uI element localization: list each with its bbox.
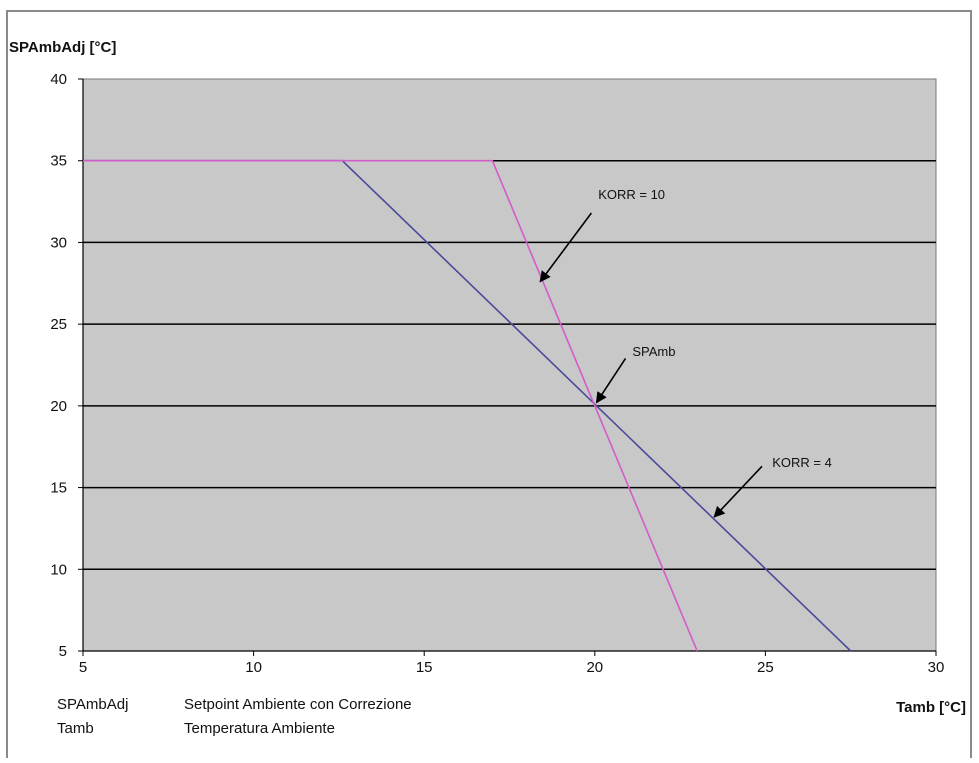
- chart-frame: [6, 10, 972, 758]
- annotation-arrow-0: [539, 212, 593, 283]
- annotation-label-2: KORR = 4: [772, 455, 832, 470]
- plot-area: [82, 78, 937, 652]
- y-tick-label-30: 30: [50, 234, 67, 251]
- annotation-arrow-1: [595, 358, 627, 404]
- series-line-korr-10: [83, 159, 698, 652]
- series-group: [83, 159, 852, 652]
- y-tick-label-5: 5: [59, 643, 67, 660]
- annotation-arrow-2: [713, 465, 763, 518]
- annotation-label-0: KORR = 10: [598, 187, 665, 202]
- legend-desc-1: Temperatura Ambiente: [184, 720, 335, 737]
- y-tick-label-20: 20: [50, 398, 67, 415]
- legend: SPAmbAdj Setpoint Ambiente con Correzion…: [57, 696, 412, 737]
- legend-abbr-0: SPAmbAdj: [57, 696, 128, 713]
- x-tick-label-10: 10: [245, 659, 262, 676]
- y-tick-label-15: 15: [50, 480, 67, 497]
- y-tick-label-35: 35: [50, 153, 67, 170]
- y-tick-label-10: 10: [50, 561, 67, 578]
- x-axis-label: Tamb [°C]: [896, 699, 966, 716]
- tick-labels: 5 10 15 20 25 30 35 40 5 10 15 20 25 30: [50, 71, 944, 676]
- y-tick-label-25: 25: [50, 316, 67, 333]
- x-tick-label-20: 20: [586, 659, 603, 676]
- x-tick-label-5: 5: [79, 659, 87, 676]
- y-tick-label-40: 40: [50, 71, 67, 88]
- annotation-label-1: SPAmb: [632, 344, 675, 359]
- legend-abbr-1: Tamb: [57, 720, 94, 737]
- legend-desc-0: Setpoint Ambiente con Correzione: [184, 696, 412, 713]
- x-tick-label-15: 15: [416, 659, 433, 676]
- annotations: KORR = 10 SPAmb KORR = 4: [539, 187, 832, 518]
- x-tick-label-30: 30: [928, 659, 945, 676]
- y-axis-label: SPAmbAdj [°C]: [9, 39, 116, 56]
- x-tick-label-25: 25: [757, 659, 774, 676]
